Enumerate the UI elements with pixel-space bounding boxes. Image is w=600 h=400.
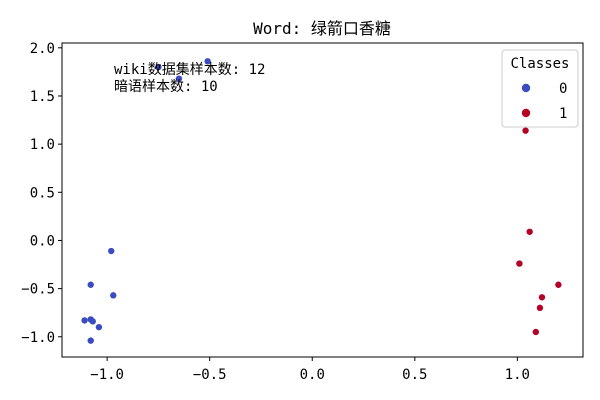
legend-marker-class-0 [521,83,531,93]
data-point-class-0-2 [204,58,211,65]
annotation-slang-count: 暗语样本数: 10 [114,79,218,95]
legend-label-class-1: 1 [559,106,567,122]
legend-label-class-0: 0 [559,81,567,97]
data-point-class-0-9 [95,323,103,331]
y-tick-label: 1.5 [30,89,55,105]
x-tick-label: 1.0 [505,367,530,383]
data-point-class-0-8 [81,317,88,324]
legend-box [501,49,579,128]
data-point-class-0-7 [89,318,96,325]
data-point-class-0-5 [110,292,117,299]
data-point-class-0-0 [155,63,162,71]
y-tick-label: 0.5 [30,185,55,201]
annotation-wiki-count: wiki数据集样本数: 12 [114,61,265,78]
x-tick-label: 0.5 [402,367,427,383]
plot-frame [61,42,584,358]
annotations: wiki数据集样本数: 12 暗语样本数: 10 [114,61,265,95]
data-point-class-1-1 [526,228,533,235]
x-tick-label: −1.0 [90,367,124,383]
x-tick-label: −0.5 [193,367,227,383]
y-tick-label: −0.5 [21,282,55,298]
legend: Classes 0 1 [501,49,579,128]
data-point-class-0-10 [87,337,94,344]
axes: −1.0 −0.5 0.0 0.5 1.0 −1.0 −0.5 0.0 0.5 1.0 1.5 2.0 [21,41,584,383]
y-tick-label: 2.0 [30,41,55,57]
data-point-class-0-3 [108,247,115,255]
y-tick-label: −1.0 [21,330,55,346]
data-point-class-1-0 [522,127,529,134]
y-tick-label: 0.0 [30,233,55,249]
plot-area [81,58,562,344]
y-tick-label: 1.0 [30,137,55,153]
x-tick-label: 0.0 [300,367,325,383]
data-point-class-0-1 [175,75,183,82]
data-point-class-1-5 [536,304,544,312]
data-point-class-1-3 [555,281,562,288]
data-point-class-1-2 [516,260,523,267]
data-point-class-1-4 [538,294,546,301]
chart-title: Word: 绿箭口香糖 [253,19,391,38]
legend-marker-class-1 [521,108,531,118]
data-point-class-1-6 [532,328,540,336]
legend-title: Classes [510,56,569,72]
data-point-class-0-4 [87,281,94,288]
